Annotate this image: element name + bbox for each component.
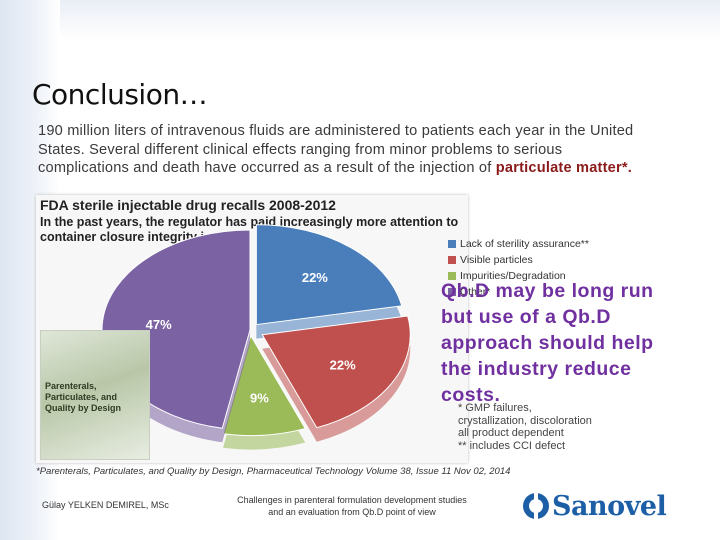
chart-notes: * GMP failures, crystallization, discolo… — [458, 402, 598, 452]
legend-swatch — [448, 240, 456, 248]
legend-item: Visible particles — [448, 254, 598, 266]
legend-item: Impurities/Degradation — [448, 270, 598, 282]
intro-text: 190 million liters of intravenous fluids… — [38, 123, 634, 176]
chart-legend: Lack of sterility assurance** Visible pa… — [448, 238, 598, 302]
book-title: Parenterals, Particulates, and Quality b… — [45, 381, 122, 413]
chart-title: FDA sterile injectable drug recalls 2008… — [40, 197, 336, 213]
legend-item: Other* — [448, 286, 598, 298]
intro-emphasis: particulate matter*. — [495, 160, 632, 176]
author-name: Gülay YELKEN DEMIREL, MSc — [42, 500, 169, 510]
book-cover-image: Parenterals, Particulates, and Quality b… — [40, 330, 150, 460]
footnote: *Parenterals, Particulates, and Quality … — [36, 466, 511, 477]
legend-swatch — [448, 256, 456, 264]
slide-title: Conclusion… — [32, 78, 208, 111]
legend-item: Lack of sterility assurance** — [448, 238, 598, 250]
legend-label: Impurities/Degradation — [460, 270, 566, 282]
legend-label: Visible particles — [460, 254, 533, 266]
chart-subtitle: In the past years, the regulator has pai… — [40, 215, 459, 244]
chart-note: ** includes CCI defect — [458, 439, 565, 452]
chart-note: * GMP failures, crystallization, discolo… — [458, 402, 592, 439]
logo-text: Sanovel — [552, 491, 667, 522]
legend-swatch — [448, 288, 456, 296]
header-band — [0, 0, 720, 40]
legend-label: Lack of sterility assurance** — [460, 238, 589, 250]
legend-label: Other* — [460, 286, 491, 298]
callout-text: Qb.D may be long run but use of a Qb.D a… — [441, 280, 654, 406]
presentation-title: Challenges in parenteral formulation dev… — [237, 495, 467, 517]
sanovel-logo-icon — [523, 492, 549, 520]
intro-paragraph: 190 million liters of intravenous fluids… — [38, 122, 638, 178]
legend-swatch — [448, 272, 456, 280]
